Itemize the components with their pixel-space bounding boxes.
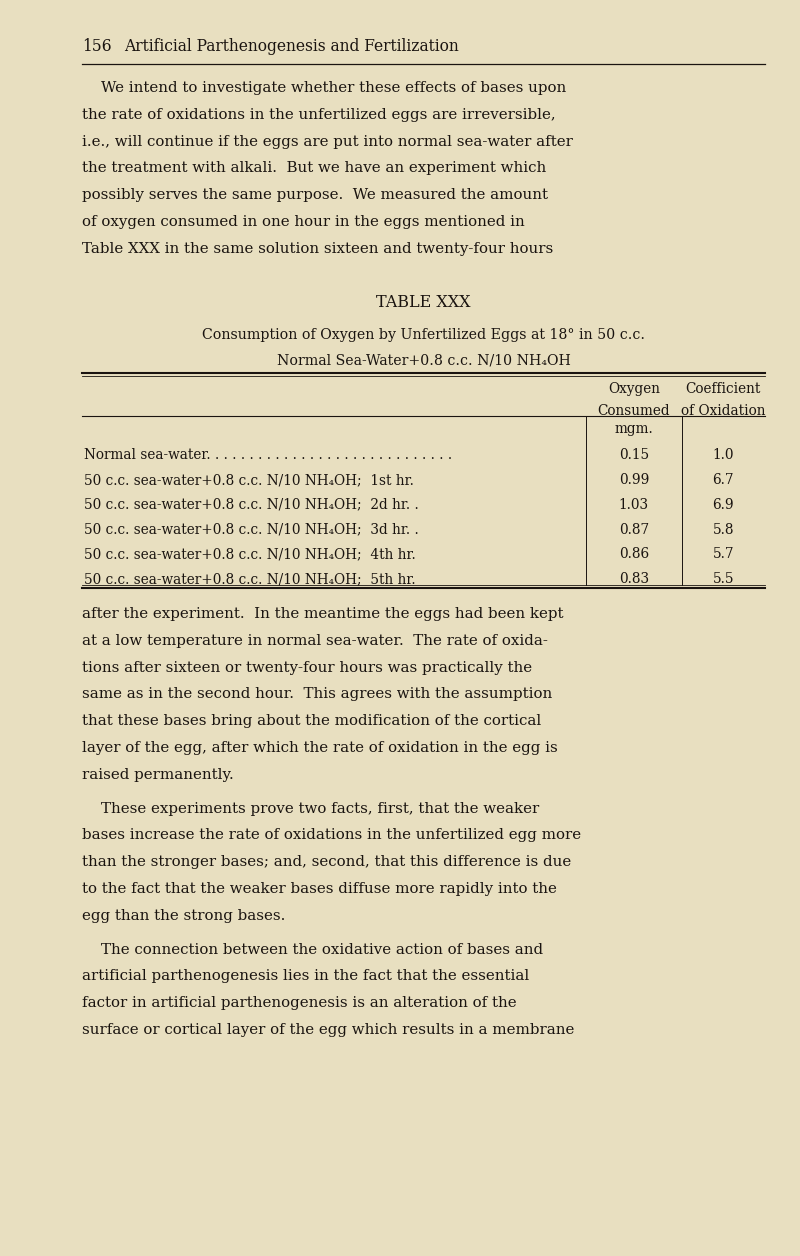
Text: the treatment with alkali.  But we have an experiment which: the treatment with alkali. But we have a… [82, 162, 546, 176]
Text: Artificial Parthenogenesis and Fertilization: Artificial Parthenogenesis and Fertiliza… [124, 38, 458, 55]
Text: 50 c.c. sea-water+0.8 c.c. N/10 NH₄OH;  4th hr.: 50 c.c. sea-water+0.8 c.c. N/10 NH₄OH; 4… [84, 548, 416, 561]
Text: factor in artificial parthenogenesis is an alteration of the: factor in artificial parthenogenesis is … [82, 996, 517, 1010]
Text: 50 c.c. sea-water+0.8 c.c. N/10 NH₄OH;  2d hr. .: 50 c.c. sea-water+0.8 c.c. N/10 NH₄OH; 2… [84, 497, 418, 511]
Text: layer of the egg, after which the rate of oxidation in the egg is: layer of the egg, after which the rate o… [82, 741, 558, 755]
Text: of Oxidation: of Oxidation [681, 404, 766, 418]
Text: Consumed: Consumed [598, 404, 670, 418]
Text: egg than the strong bases.: egg than the strong bases. [82, 908, 286, 923]
Text: than the stronger bases; and, second, that this difference is due: than the stronger bases; and, second, th… [82, 855, 571, 869]
Text: 6.9: 6.9 [713, 497, 734, 511]
Text: surface or cortical layer of the egg which results in a membrane: surface or cortical layer of the egg whi… [82, 1022, 574, 1037]
Text: 0.87: 0.87 [619, 522, 649, 536]
Text: We intend to investigate whether these effects of bases upon: We intend to investigate whether these e… [82, 80, 566, 95]
Text: Consumption of Oxygen by Unfertilized Eggs at 18° in 50 c.c.: Consumption of Oxygen by Unfertilized Eg… [202, 328, 645, 342]
Text: Oxygen: Oxygen [608, 382, 660, 396]
Text: The connection between the oxidative action of bases and: The connection between the oxidative act… [82, 942, 543, 957]
Text: 50 c.c. sea-water+0.8 c.c. N/10 NH₄OH;  5th hr.: 50 c.c. sea-water+0.8 c.c. N/10 NH₄OH; 5… [84, 571, 416, 587]
Text: raised permanently.: raised permanently. [82, 767, 234, 781]
Text: Normal sea-water. . . . . . . . . . . . . . . . . . . . . . . . . . . . .: Normal sea-water. . . . . . . . . . . . … [84, 448, 452, 462]
Text: 5.8: 5.8 [713, 522, 734, 536]
Text: tions after sixteen or twenty-four hours was practically the: tions after sixteen or twenty-four hours… [82, 661, 532, 674]
Text: after the experiment.  In the meantime the eggs had been kept: after the experiment. In the meantime th… [82, 607, 563, 620]
Text: the rate of oxidations in the unfertilized eggs are irreversible,: the rate of oxidations in the unfertiliz… [82, 108, 556, 122]
Text: 0.86: 0.86 [619, 548, 649, 561]
Text: of oxygen consumed in one hour in the eggs mentioned in: of oxygen consumed in one hour in the eg… [82, 215, 525, 229]
Text: These experiments prove two facts, first, that the weaker: These experiments prove two facts, first… [82, 801, 539, 815]
Text: mgm.: mgm. [614, 422, 654, 436]
Text: Normal Sea-Water+0.8 c.c. N/10 NH₄OH: Normal Sea-Water+0.8 c.c. N/10 NH₄OH [277, 353, 570, 367]
Text: 156: 156 [82, 38, 112, 55]
Text: 5.7: 5.7 [713, 548, 734, 561]
Text: Coefficient: Coefficient [686, 382, 761, 396]
Text: artificial parthenogenesis lies in the fact that the essential: artificial parthenogenesis lies in the f… [82, 970, 530, 983]
Text: bases increase the rate of oxidations in the unfertilized egg more: bases increase the rate of oxidations in… [82, 828, 581, 843]
Text: 0.15: 0.15 [619, 448, 649, 462]
Text: TABLE XXX: TABLE XXX [376, 294, 470, 310]
Text: 50 c.c. sea-water+0.8 c.c. N/10 NH₄OH;  1st hr.: 50 c.c. sea-water+0.8 c.c. N/10 NH₄OH; 1… [84, 474, 414, 487]
Text: 0.99: 0.99 [618, 474, 649, 487]
Text: 6.7: 6.7 [713, 474, 734, 487]
Text: 1.0: 1.0 [713, 448, 734, 462]
Text: to the fact that the weaker bases diffuse more rapidly into the: to the fact that the weaker bases diffus… [82, 882, 557, 896]
Text: same as in the second hour.  This agrees with the assumption: same as in the second hour. This agrees … [82, 687, 552, 701]
Text: Table XXX in the same solution sixteen and twenty-four hours: Table XXX in the same solution sixteen a… [82, 242, 554, 256]
Text: 50 c.c. sea-water+0.8 c.c. N/10 NH₄OH;  3d hr. .: 50 c.c. sea-water+0.8 c.c. N/10 NH₄OH; 3… [84, 522, 418, 536]
Text: i.e., will continue if the eggs are put into normal sea-water after: i.e., will continue if the eggs are put … [82, 134, 573, 148]
Text: 1.03: 1.03 [619, 497, 649, 511]
Text: that these bases bring about the modification of the cortical: that these bases bring about the modific… [82, 715, 542, 728]
Text: 5.5: 5.5 [713, 571, 734, 587]
Text: possibly serves the same purpose.  We measured the amount: possibly serves the same purpose. We mea… [82, 188, 548, 202]
Text: at a low temperature in normal sea-water.  The rate of oxida-: at a low temperature in normal sea-water… [82, 634, 548, 648]
Text: 0.83: 0.83 [619, 571, 649, 587]
